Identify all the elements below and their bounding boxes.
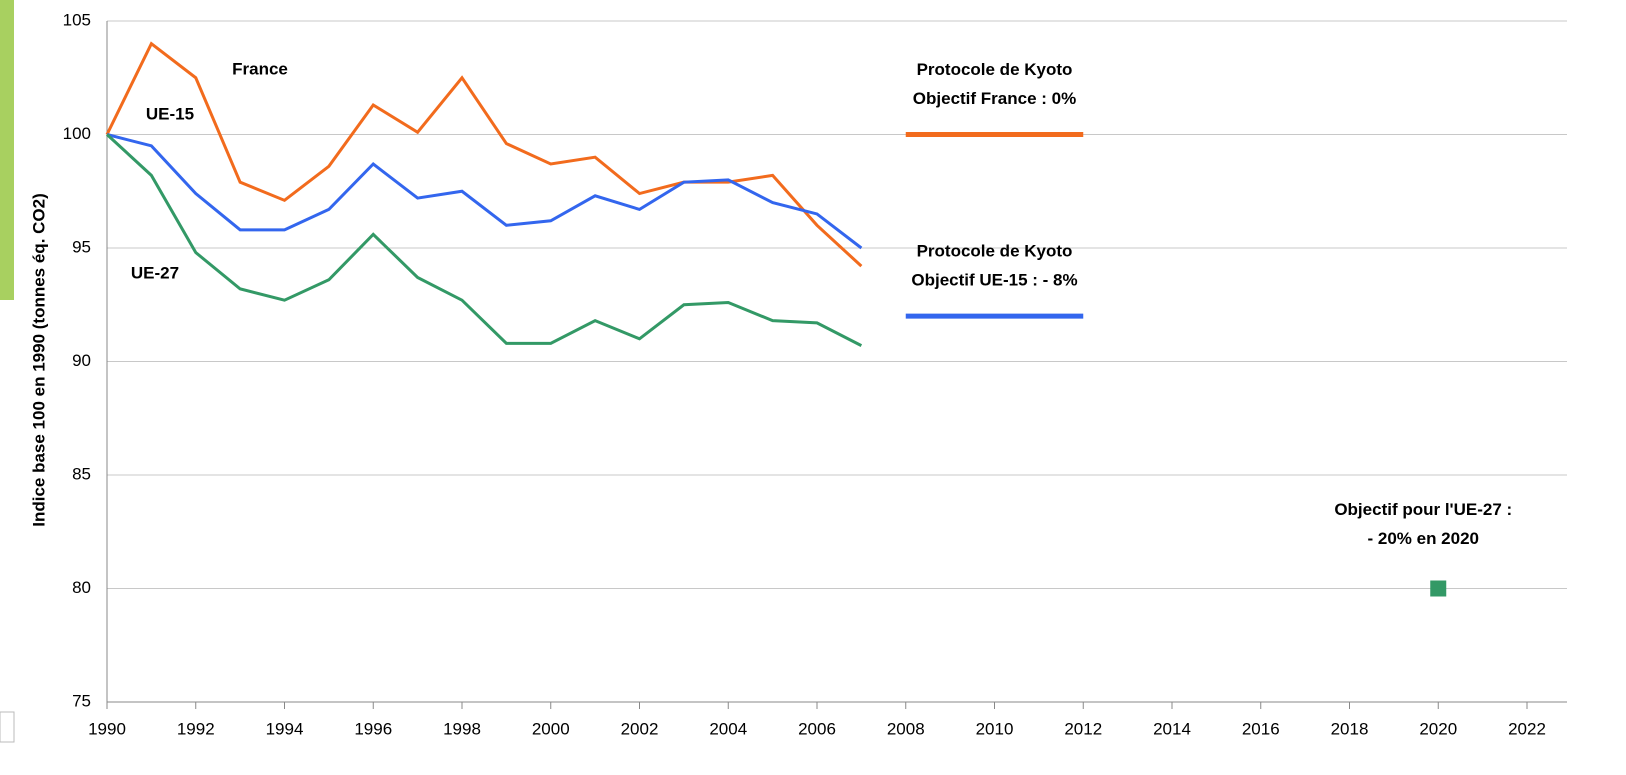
y-tick-label: 80 [72, 578, 91, 597]
point-label: Objectif pour l'UE-27 : [1334, 500, 1512, 519]
series-label: UE-27 [131, 263, 179, 282]
series-line [105, 41, 863, 268]
x-tick-label: 2016 [1242, 719, 1280, 738]
y-tick-label: 100 [63, 124, 91, 143]
target-point [1430, 580, 1447, 597]
side-strip [0, 0, 14, 300]
y-tick-label: 85 [72, 464, 91, 483]
x-tick-label: 2022 [1508, 719, 1546, 738]
y-tick-label: 95 [72, 237, 91, 256]
x-tick-label: 1996 [354, 719, 392, 738]
x-tick-label: 2012 [1064, 719, 1102, 738]
point-label: - 20% en 2020 [1367, 529, 1479, 548]
x-tick-label: 2004 [709, 719, 747, 738]
x-tick-label: 2006 [798, 719, 836, 738]
y-tick-label: 90 [72, 351, 91, 370]
x-tick-label: 1998 [443, 719, 481, 738]
x-tick-label: 1992 [177, 719, 215, 738]
x-tick-label: 2010 [976, 719, 1014, 738]
x-tick-label: 2002 [621, 719, 659, 738]
x-tick-label: 2000 [532, 719, 570, 738]
x-tick-label: 2014 [1153, 719, 1191, 738]
side-box [0, 711, 15, 743]
target-label: Objectif UE-15 : - 8% [911, 271, 1077, 290]
x-tick-label: 1994 [266, 719, 304, 738]
series-label: UE-15 [146, 104, 194, 123]
target-label: Protocole de Kyoto [917, 242, 1073, 261]
x-tick-label: 2018 [1331, 719, 1369, 738]
x-tick-label: 2020 [1419, 719, 1457, 738]
series-line [105, 133, 863, 347]
series-label: France [232, 59, 288, 78]
target-label: Objectif France : 0% [913, 89, 1076, 108]
target-label: Protocole de Kyoto [917, 60, 1073, 79]
y-axis-label: Indice base 100 en 1990 (tonnes éq. CO2) [29, 193, 48, 527]
x-tick-label: 2008 [887, 719, 925, 738]
y-tick-label: 75 [72, 691, 91, 710]
x-tick-label: 1990 [88, 719, 126, 738]
y-tick-label: 105 [63, 10, 91, 29]
series-line [106, 133, 863, 250]
